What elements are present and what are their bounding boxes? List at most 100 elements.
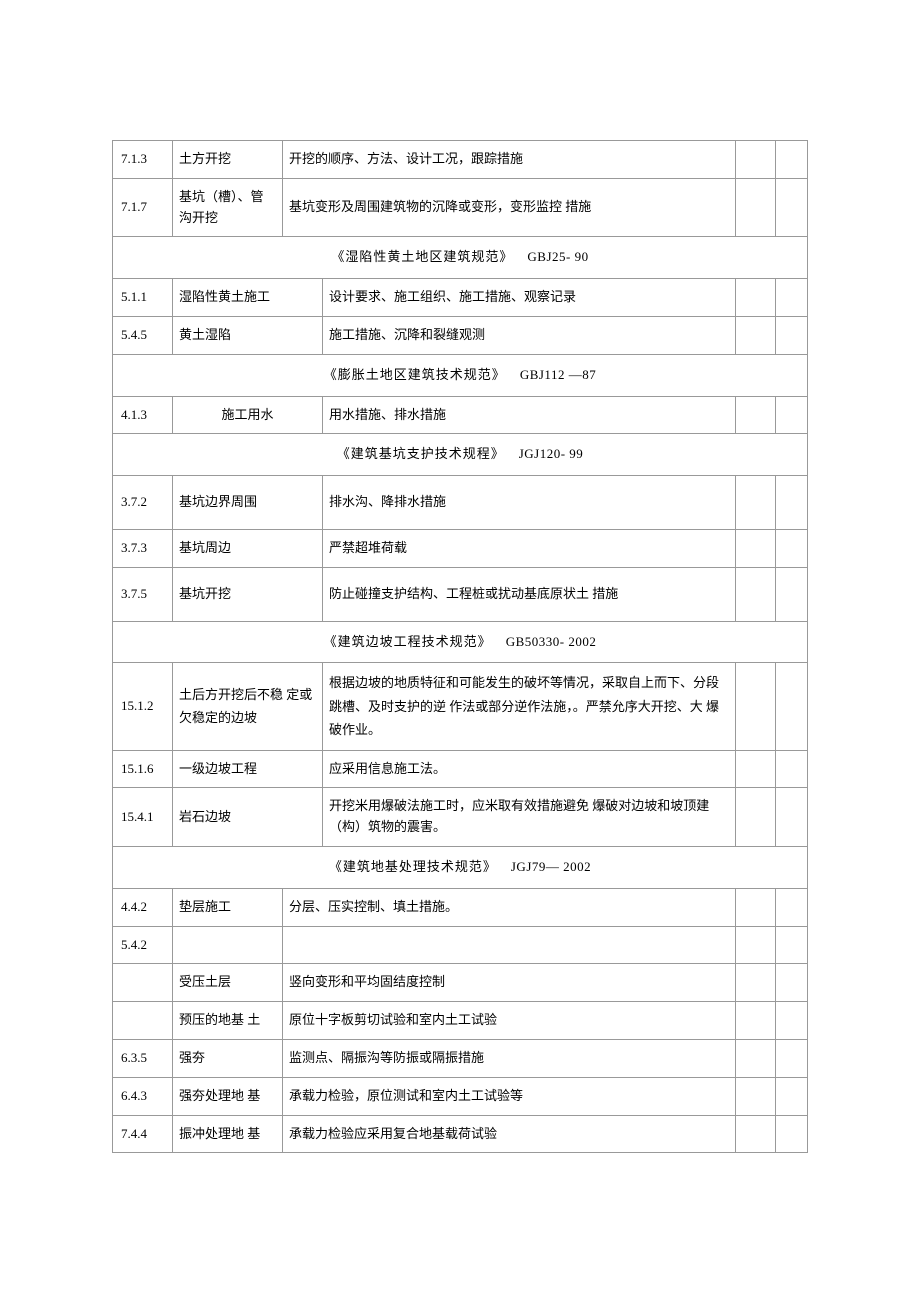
empty-cell [776,567,808,621]
desc-cell: 开挖米用爆破法施工时，应米取有效措施避免 爆破对边坡和坡顶建（构）筑物的震害。 [323,788,736,847]
desc-cell: 竖向变形和平均固结度控制 [283,964,736,1002]
table-row: 5.4.2 [113,926,808,964]
item-cell: 岩石边坡 [173,788,323,847]
code-cell: 3.7.2 [113,476,173,530]
empty-cell [736,396,776,434]
empty-cell [776,888,808,926]
desc-cell: 设计要求、施工组织、施工措施、观察记录 [323,279,736,317]
empty-cell [736,178,776,237]
desc-cell: 分层、压实控制、填土措施。 [283,888,736,926]
empty-cell [736,750,776,788]
empty-cell [776,926,808,964]
desc-cell: 严禁超堆荷载 [323,529,736,567]
table-row: 3.7.2基坑边界周围排水沟、降排水措施 [113,476,808,530]
table-row: 3.7.5基坑开挖防止碰撞支护结构、工程桩或扰动基底原状土 措施 [113,567,808,621]
desc-cell: 监测点、隔振沟等防振或隔振措施 [283,1039,736,1077]
item-cell: 基坑开挖 [173,567,323,621]
item-cell: 土方开挖 [173,141,283,179]
item-cell: 基坑周边 [173,529,323,567]
table-row: 受压土层竖向变形和平均固结度控制 [113,964,808,1002]
empty-cell [776,964,808,1002]
table-body: 7.1.3土方开挖开挖的顺序、方法、设计工况，跟踪措施7.1.7基坑（槽）、管沟… [113,141,808,1153]
empty-cell [776,1115,808,1153]
empty-cell [736,316,776,354]
code-cell: 3.7.5 [113,567,173,621]
spec-title: 《建筑地基处理技术规范》 [329,859,497,874]
table-row: 7.1.3土方开挖开挖的顺序、方法、设计工况，跟踪措施 [113,141,808,179]
code-cell: 15.1.6 [113,750,173,788]
code-cell: 3.7.3 [113,529,173,567]
empty-cell [776,788,808,847]
section-header-row: 《建筑地基处理技术规范》JGJ79— 2002 [113,846,808,888]
section-header: 《建筑边坡工程技术规范》GB50330- 2002 [113,621,808,663]
empty-cell [736,788,776,847]
desc-cell [283,926,736,964]
table-row: 15.1.6一级边坡工程应采用信息施工法。 [113,750,808,788]
item-cell: 黄土湿陷 [173,316,323,354]
empty-cell [776,178,808,237]
code-cell: 5.4.2 [113,926,173,964]
desc-cell: 排水沟、降排水措施 [323,476,736,530]
code-cell [113,964,173,1002]
spec-title: 《膨胀土地区建筑技术规范》 [324,367,506,382]
empty-cell [736,964,776,1002]
empty-cell [736,1077,776,1115]
empty-cell [776,529,808,567]
empty-cell [776,141,808,179]
item-cell: 施工用水 [173,396,323,434]
code-cell: 6.3.5 [113,1039,173,1077]
table-row: 6.3.5强夯监测点、隔振沟等防振或隔振措施 [113,1039,808,1077]
section-header: 《建筑基坑支护技术规程》JGJ120- 99 [113,434,808,476]
table-row: 7.4.4振冲处理地 基承载力检验应采用复合地基载荷试验 [113,1115,808,1153]
table-row: 预压的地基 土原位十字板剪切试验和室内土工试验 [113,1002,808,1040]
empty-cell [736,567,776,621]
empty-cell [736,926,776,964]
spec-code: JGJ120- 99 [519,446,584,461]
section-header-row: 《建筑基坑支护技术规程》JGJ120- 99 [113,434,808,476]
code-cell: 5.4.5 [113,316,173,354]
code-cell: 5.1.1 [113,279,173,317]
empty-cell [776,279,808,317]
section-header: 《建筑地基处理技术规范》JGJ79— 2002 [113,846,808,888]
item-cell: 基坑（槽）、管沟开挖 [173,178,283,237]
empty-cell [736,529,776,567]
empty-cell [736,663,776,750]
code-cell: 4.1.3 [113,396,173,434]
desc-cell: 用水措施、排水措施 [323,396,736,434]
code-cell: 6.4.3 [113,1077,173,1115]
desc-cell: 根据边坡的地质特征和可能发生的破坏等情况，采取自上而下、分段跳槽、及时支护的逆 … [323,663,736,750]
empty-cell [776,316,808,354]
item-cell: 基坑边界周围 [173,476,323,530]
spec-title: 《建筑边坡工程技术规范》 [324,634,492,649]
item-cell: 土后方开挖后不稳 定或欠稳定的边坡 [173,663,323,750]
item-cell: 强夯处理地 基 [173,1077,283,1115]
code-cell [113,1002,173,1040]
section-header-row: 《膨胀土地区建筑技术规范》GBJ112 —87 [113,354,808,396]
empty-cell [776,476,808,530]
item-cell: 受压土层 [173,964,283,1002]
desc-cell: 承载力检验，原位测试和室内土工试验等 [283,1077,736,1115]
code-cell: 4.4.2 [113,888,173,926]
code-cell: 7.1.3 [113,141,173,179]
empty-cell [776,663,808,750]
empty-cell [776,1077,808,1115]
empty-cell [776,1039,808,1077]
item-cell: 振冲处理地 基 [173,1115,283,1153]
item-cell: 湿陷性黄土施工 [173,279,323,317]
table-row: 5.4.5黄土湿陷施工措施、沉降和裂缝观测 [113,316,808,354]
item-cell: 垫层施工 [173,888,283,926]
empty-cell [776,750,808,788]
desc-cell: 承载力检验应采用复合地基载荷试验 [283,1115,736,1153]
section-header-row: 《建筑边坡工程技术规范》GB50330- 2002 [113,621,808,663]
empty-cell [736,1039,776,1077]
table-row: 7.1.7基坑（槽）、管沟开挖基坑变形及周围建筑物的沉降或变形，变形监控 措施 [113,178,808,237]
empty-cell [736,476,776,530]
desc-cell: 防止碰撞支护结构、工程桩或扰动基底原状土 措施 [323,567,736,621]
spec-table: 7.1.3土方开挖开挖的顺序、方法、设计工况，跟踪措施7.1.7基坑（槽）、管沟… [112,140,808,1153]
code-cell: 7.1.7 [113,178,173,237]
desc-cell: 原位十字板剪切试验和室内土工试验 [283,1002,736,1040]
desc-cell: 基坑变形及周围建筑物的沉降或变形，变形监控 措施 [283,178,736,237]
table-row: 5.1.1湿陷性黄土施工设计要求、施工组织、施工措施、观察记录 [113,279,808,317]
code-cell: 15.1.2 [113,663,173,750]
item-cell: 强夯 [173,1039,283,1077]
